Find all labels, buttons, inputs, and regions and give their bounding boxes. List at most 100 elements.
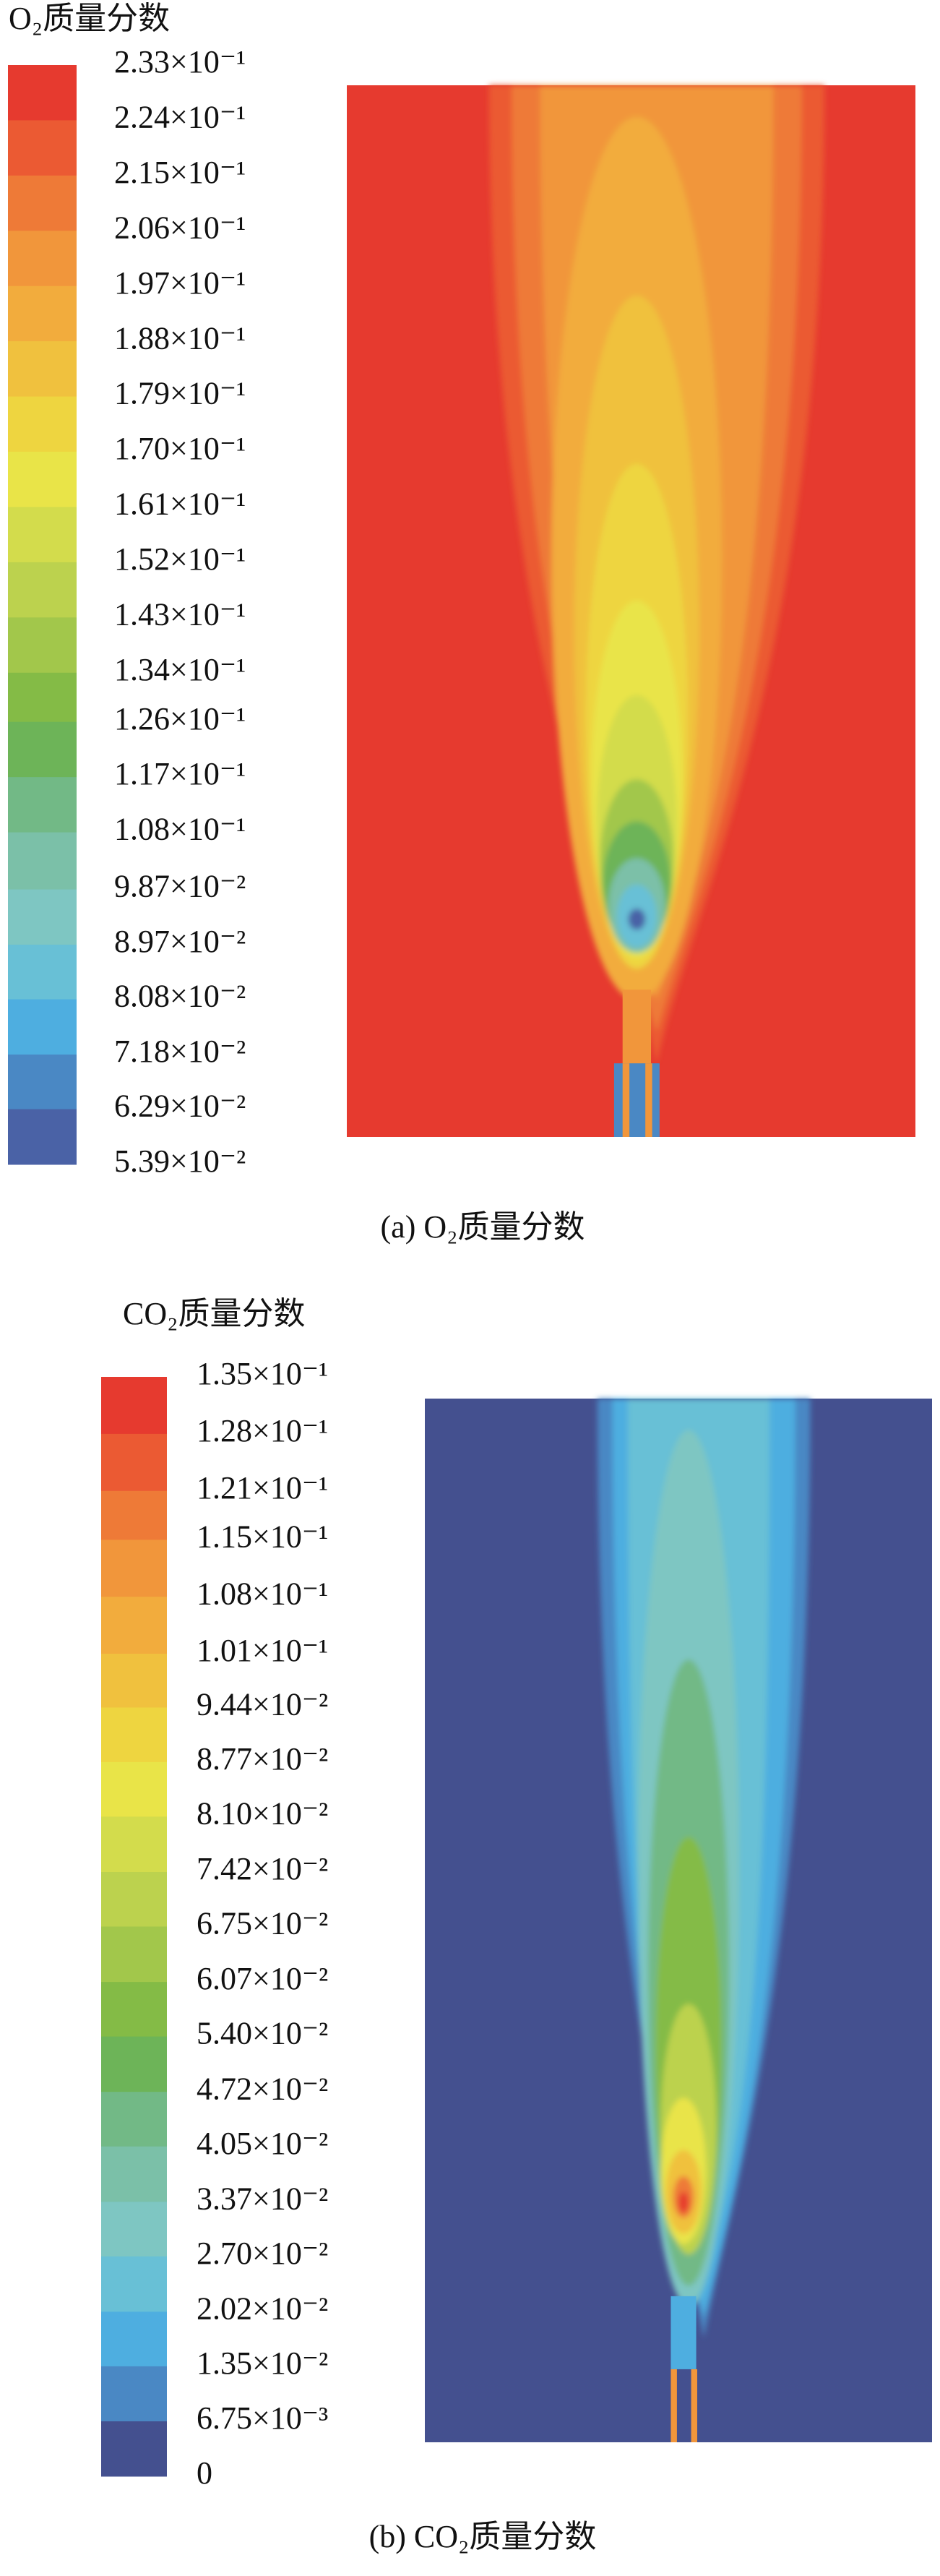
colorbar-band	[101, 1377, 167, 1435]
colorbar-tick-label: 1.21×10⁻¹	[197, 1470, 328, 1506]
colorbar-band	[8, 944, 77, 1000]
colorbar-tick-label: 4.72×10⁻²	[197, 2071, 328, 2106]
colorbar-tick-label: 0	[197, 2455, 212, 2491]
colorbar-band	[101, 1707, 167, 1763]
colorbar-tick-label: 8.08×10⁻²	[114, 979, 246, 1014]
colorbar-tick-label: 8.77×10⁻²	[197, 1741, 328, 1777]
colorbar-tick-label: 2.24×10⁻¹	[114, 100, 246, 135]
colorbar-tick-label: 1.35×10⁻²	[197, 2345, 328, 2381]
colorbar-band	[8, 721, 77, 778]
jet-neck	[670, 2296, 697, 2380]
colorbar-tick-label: 9.44×10⁻²	[197, 1687, 328, 1722]
colorbar-tick-label: 4.05×10⁻²	[197, 2126, 328, 2161]
colorbar-band	[8, 231, 77, 287]
jet-neck	[622, 989, 652, 1074]
colorbar-tick-label: 5.39×10⁻²	[114, 1143, 246, 1179]
colorbar-band	[101, 2421, 167, 2477]
field-contours	[488, 85, 825, 1064]
colorbar-tick-label: 1.28×10⁻¹	[197, 1413, 328, 1448]
colorbar-band	[8, 175, 77, 231]
colorbar-title: CO₂质量分数	[123, 1296, 305, 1331]
colorbar-tick-label: 1.97×10⁻¹	[114, 265, 246, 301]
colorbar-tick-label: 2.70×10⁻²	[197, 2236, 328, 2271]
colorbar-tick-label: 1.34×10⁻¹	[114, 652, 246, 687]
colorbar-tick-label: 5.40×10⁻²	[197, 2016, 328, 2051]
colorbar-tick-label: 6.07×10⁻²	[197, 1961, 328, 1996]
colorbar-tick-label: 1.61×10⁻¹	[114, 486, 246, 522]
colorbar-tick-label: 8.97×10⁻²	[114, 924, 246, 959]
colorbar-tick-label: 2.06×10⁻¹	[114, 210, 246, 245]
nozzle	[663, 2369, 704, 2442]
colorbar-tick-label: 1.52×10⁻¹	[114, 541, 246, 577]
colorbar-tick-label: 1.01×10⁻¹	[197, 1633, 328, 1668]
colorbar-band	[101, 2202, 167, 2257]
nozzle-wall	[645, 1063, 652, 1137]
colorbar-band	[8, 341, 77, 398]
colorbar-tick-label: 2.15×10⁻¹	[114, 155, 246, 190]
colorbar-tick-label: 1.08×10⁻¹	[197, 1576, 328, 1611]
colorbar-tick-label: 1.17×10⁻¹	[114, 756, 246, 791]
colorbar-tick-label: 6.75×10⁻²	[197, 1906, 328, 1941]
colorbar-band	[8, 672, 77, 723]
colorbar-band	[8, 120, 77, 176]
colorbar-band	[101, 2036, 167, 2092]
colorbar-band	[101, 2366, 167, 2422]
colorbar-band	[101, 1540, 167, 1597]
colorbar-tick-label: 1.26×10⁻¹	[114, 701, 246, 737]
colorbar-band	[8, 617, 77, 674]
colorbar-band	[101, 1490, 167, 1540]
colorbar-band	[101, 1654, 167, 1708]
field-contours	[597, 1399, 811, 2338]
nozzle	[613, 1063, 660, 1137]
colorbar-tick-label: 1.88×10⁻¹	[114, 320, 246, 356]
colorbar-band	[8, 507, 77, 563]
colorbar-tick-label: 7.42×10⁻²	[197, 1851, 328, 1886]
colorbar-band	[101, 2092, 167, 2147]
colorbar-band	[8, 999, 77, 1055]
colorbar-tick-label: 2.02×10⁻²	[197, 2291, 328, 2327]
colorbar-tick-label: 1.08×10⁻¹	[114, 812, 246, 847]
colorbar-band	[8, 777, 77, 833]
colorbar-band	[8, 396, 77, 452]
colorbar-tick-label: 1.43×10⁻¹	[114, 596, 246, 632]
colorbar-band	[101, 1433, 167, 1492]
colorbar-band	[8, 562, 77, 618]
contour-region	[678, 2191, 689, 2213]
colorbar-band	[101, 1982, 167, 2038]
colorbar-tick-label: 1.79×10⁻¹	[114, 376, 246, 411]
colorbar-tick-label: 8.10×10⁻²	[197, 1795, 328, 1831]
colorbar-tick-label: 1.70×10⁻¹	[114, 431, 246, 466]
colorbar-tick-label: 3.37×10⁻²	[197, 2181, 328, 2216]
colorbar-band	[8, 285, 77, 342]
nozzle-wall	[670, 2369, 677, 2442]
colorbar-tick-label: 1.15×10⁻¹	[197, 1519, 328, 1554]
colorbar-band	[101, 1761, 167, 1817]
colorbar-band	[8, 65, 77, 121]
colorbar-band	[8, 1109, 77, 1165]
nozzle-wall	[622, 1063, 630, 1137]
colorbar-band	[101, 2311, 167, 2367]
colorbar-tick-label: 1.35×10⁻¹	[197, 1356, 328, 1391]
colorbar-title: O₂质量分数	[9, 1, 170, 36]
colorbar-band	[8, 832, 77, 890]
colorbar-band	[8, 452, 77, 507]
colorbar-tick-label: 6.29×10⁻²	[114, 1089, 246, 1124]
nozzle-wall	[691, 2369, 697, 2442]
colorbar-band	[101, 2256, 167, 2312]
colorbar-band	[101, 1597, 167, 1654]
colorbar-tick-label: 6.75×10⁻³	[197, 2400, 328, 2436]
figure-caption: (a) O₂质量分数	[381, 1209, 585, 1245]
contour-region	[628, 909, 646, 930]
colorbar-band	[101, 1926, 167, 1983]
colorbar-band	[101, 1816, 167, 1873]
figure-caption: (b) CO₂质量分数	[369, 2519, 597, 2554]
colorbar-band	[8, 1054, 77, 1110]
colorbar-tick-label: 2.33×10⁻¹	[114, 44, 246, 80]
colorbar-band	[101, 2146, 167, 2202]
colorbar-tick-label: 9.87×10⁻²	[114, 869, 246, 904]
colorbar-tick-label: 7.18×10⁻²	[114, 1034, 246, 1069]
colorbar-band	[101, 1872, 167, 1927]
colorbar-band	[8, 889, 77, 945]
